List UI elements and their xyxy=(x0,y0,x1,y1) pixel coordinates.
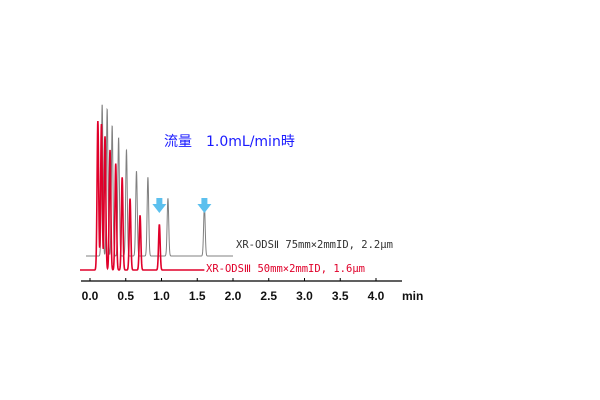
flow-rate-annotation: 流量 1.0mL/min時 xyxy=(164,134,295,150)
x-tick-label: 3.0 xyxy=(296,289,313,303)
x-axis-ticks: 0.0 0.5 1.0 1.5 2.0 2.5 3.0 3.5 4.0 xyxy=(82,278,385,303)
chromatogram-traces xyxy=(80,104,233,271)
x-tick-label: 2.0 xyxy=(225,289,242,303)
x-tick-label: 2.5 xyxy=(260,289,277,303)
series-trace-2 xyxy=(80,120,205,271)
peak-arrow-icon xyxy=(197,198,212,213)
series-label-1: XR-ODSⅡ 75mm×2mmID, 2.2μm xyxy=(236,239,393,251)
series-labels: XR-ODSⅡ 75mm×2mmID, 2.2μm XR-ODSⅢ 50mm×2m… xyxy=(206,239,393,275)
x-tick-label: 4.0 xyxy=(368,289,385,303)
series-label-2: XR-ODSⅢ 50mm×2mmID, 1.6μm xyxy=(206,263,365,275)
x-tick-label: 0.0 xyxy=(82,289,99,303)
peak-markers xyxy=(152,198,212,213)
x-axis-unit: min xyxy=(402,289,423,303)
series-trace-1 xyxy=(86,104,233,257)
x-tick-label: 0.5 xyxy=(117,289,134,303)
x-tick-label: 1.0 xyxy=(153,289,170,303)
x-tick-label: 3.5 xyxy=(332,289,349,303)
x-tick-label: 1.5 xyxy=(189,289,206,303)
peak-arrow-icon xyxy=(152,198,167,213)
